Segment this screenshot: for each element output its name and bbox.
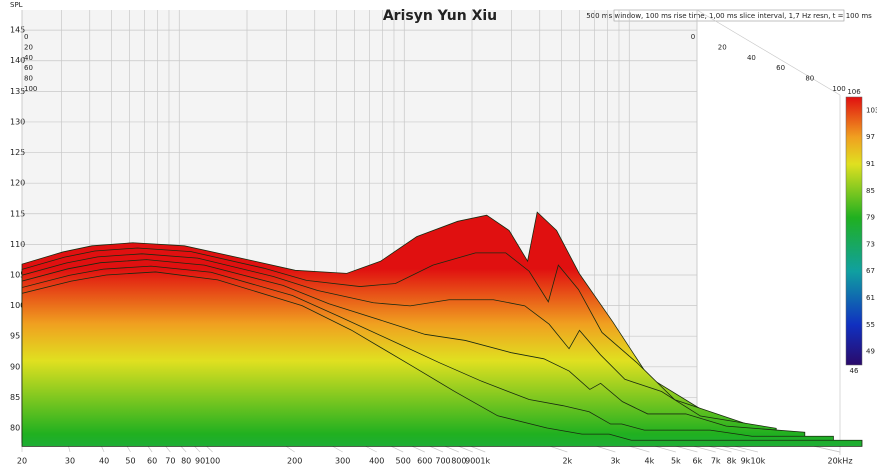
x-tick-label: 3k: [610, 457, 620, 466]
x-tick-label: 300: [335, 457, 350, 466]
colorbar-tick-label: 67: [866, 267, 875, 275]
time-tick-label: 0: [691, 33, 695, 41]
y-tick-label: 135: [10, 87, 25, 96]
time-tick-label: 0: [24, 33, 28, 41]
y-axis-label: SPL: [10, 1, 23, 9]
annotation-box: [613, 9, 845, 22]
time-tick-label: 80: [805, 75, 814, 83]
x-tick-label: 700: [435, 457, 450, 466]
x-tick-label: 2k: [562, 457, 572, 466]
y-tick-label: 105: [10, 270, 25, 279]
time-tick-label: 40: [24, 54, 33, 62]
x-tick-label: 7k: [711, 457, 721, 466]
time-tick-label: 100: [832, 85, 845, 93]
y-tick-label: 110: [10, 240, 25, 249]
x-tick-label: 400: [369, 457, 384, 466]
colorbar-tick-label: 79: [866, 214, 875, 222]
x-tick-label: 8k: [727, 457, 737, 466]
time-tick-label: 40: [747, 54, 756, 62]
x-tick-label: 20kHz: [827, 457, 852, 466]
time-tick-label: 60: [776, 64, 785, 72]
time-tick-label: 80: [24, 75, 33, 83]
axis-line: [696, 9, 841, 96]
colorbar-tick-label: 73: [866, 240, 875, 248]
colorbar-tick-label: 97: [866, 133, 875, 141]
x-tick-label: 80: [181, 457, 191, 466]
x-tick-label: 9k: [741, 457, 751, 466]
x-tick-label: 600: [417, 457, 432, 466]
y-tick-label: 85: [10, 393, 20, 402]
x-tick-label: 4k: [645, 457, 655, 466]
x-tick-label: 800: [451, 457, 466, 466]
y-tick-label: 145: [10, 26, 25, 35]
time-tick-label: 20: [24, 43, 33, 51]
x-tick-label: 70: [165, 457, 175, 466]
y-tick-label: 125: [10, 148, 25, 157]
colorbar-tick-label: 55: [866, 321, 875, 329]
y-tick-label: 100: [10, 301, 25, 310]
y-tick-label: 80: [10, 424, 20, 433]
time-tick-label: 100: [24, 85, 37, 93]
colorbar: [845, 96, 863, 366]
y-tick-label: 90: [10, 362, 20, 371]
colorbar-tick-label: 85: [866, 187, 875, 195]
colorbar-tick-label: 91: [866, 160, 875, 168]
y-tick-label: 140: [10, 56, 25, 65]
y-tick-label: 130: [10, 117, 25, 126]
chart-title: Arisyn Yun Xiu: [383, 8, 497, 24]
annotation: 500 ms window, 100 ms rise time, 1,00 ms…: [586, 12, 872, 20]
y-tick-label: 115: [10, 209, 25, 218]
time-tick-label: 20: [718, 43, 727, 51]
x-tick-label: 200: [287, 457, 302, 466]
slice: [21, 271, 863, 447]
colorbar-tick-label: 46: [850, 367, 859, 375]
y-tick-label: 120: [10, 179, 25, 188]
x-tick-label: 60: [147, 457, 157, 466]
x-tick-label: 100: [205, 457, 220, 466]
colorbar-tick-label: 61: [866, 294, 875, 302]
x-tick-label: 40: [99, 457, 109, 466]
x-tick-label: 10k: [751, 457, 766, 466]
x-tick-label: 20: [17, 457, 27, 466]
x-tick-label: 900: [465, 457, 480, 466]
x-tick-label: 6k: [693, 457, 703, 466]
time-tick-label: 60: [24, 64, 33, 72]
x-tick-label: 30: [65, 457, 75, 466]
colorbar-tick-label: 49: [866, 348, 875, 356]
x-tick-label: 1k: [480, 457, 490, 466]
x-tick-label: 50: [125, 457, 135, 466]
x-tick-label: 90: [195, 457, 205, 466]
y-tick-label: 95: [10, 332, 20, 341]
x-tick-label: 5k: [671, 457, 681, 466]
colorbar-tick-label: 106: [847, 88, 861, 96]
colorbar-tick-label: 103: [866, 106, 877, 114]
x-tick-label: 500: [396, 457, 411, 466]
